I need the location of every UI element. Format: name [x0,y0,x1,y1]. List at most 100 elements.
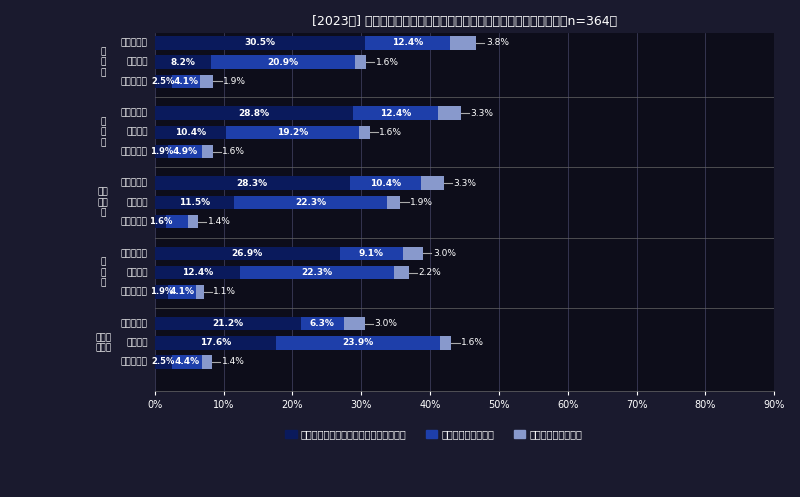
Text: 向上／増加: 向上／増加 [121,179,148,188]
Bar [154,75,172,88]
Text: 低下／減少: 低下／減少 [121,357,148,366]
Bar [154,266,240,279]
Text: 利
益
指: 利 益 指 [101,117,106,147]
Bar [365,36,450,50]
Text: 3.3%: 3.3% [454,179,477,188]
Text: 12.4%: 12.4% [392,38,423,47]
Text: 1.9%: 1.9% [410,198,433,207]
Bar [301,317,344,331]
Bar [154,285,168,299]
Bar [441,336,451,349]
Text: 低下／減少: 低下／減少 [121,147,148,156]
Text: 22.3%: 22.3% [295,198,326,207]
Bar [154,247,340,260]
Text: 10.4%: 10.4% [175,128,206,137]
Bar [202,145,213,159]
Bar [154,145,168,159]
Bar [168,285,196,299]
Text: 1.4%: 1.4% [222,357,244,366]
Text: 低下／減少: 低下／減少 [121,287,148,296]
Text: 向上／増加: 向上／増加 [121,319,148,328]
Text: 向上／増加: 向上／増加 [121,249,148,258]
Text: 3.3%: 3.3% [470,108,494,118]
Text: 10.4%: 10.4% [370,179,401,188]
Legend: カスタマーサクセスの効果を感じている, どちらとも言えない, 効果を感じていない: カスタマーサクセスの効果を感じている, どちらとも言えない, 効果を感じていない [281,425,586,443]
Text: 3.8%: 3.8% [486,38,509,47]
Text: 変化なし: 変化なし [126,58,148,67]
Bar [196,285,204,299]
Text: 9.1%: 9.1% [358,249,384,258]
Bar [402,247,423,260]
Bar [438,106,461,120]
Bar [355,55,366,69]
Text: 12.4%: 12.4% [182,268,213,277]
Text: 20.9%: 20.9% [267,58,298,67]
Text: 4.1%: 4.1% [170,287,194,296]
Bar [166,215,189,229]
Text: 1.6%: 1.6% [222,147,245,156]
Text: 1.6%: 1.6% [461,338,484,347]
Text: 1.1%: 1.1% [214,287,236,296]
Bar [200,75,214,88]
Bar [154,126,226,139]
Text: 変化なし: 変化なし [126,198,148,207]
Bar [154,36,365,50]
Bar [154,215,166,229]
Bar [154,336,276,349]
Bar [276,336,441,349]
Text: 1.6%: 1.6% [149,217,172,226]
Text: 低下／減少: 低下／減少 [121,217,148,226]
Bar [387,196,401,209]
Text: 26.9%: 26.9% [232,249,263,258]
Text: 22.3%: 22.3% [302,268,333,277]
Text: アップ
セル率: アップ セル率 [95,333,111,352]
Bar [353,106,438,120]
Text: 23.9%: 23.9% [342,338,374,347]
Text: 継
続
指: 継 続 指 [101,258,106,287]
Text: 28.3%: 28.3% [237,179,268,188]
Text: 1.6%: 1.6% [379,128,402,137]
Text: 21.2%: 21.2% [212,319,243,328]
Title: [2023年] 直近一年の業況指標変化：タッチモデルを採用していない（n=364）: [2023年] 直近一年の業況指標変化：タッチモデルを採用していない（n=364… [312,15,617,28]
Text: 1.9%: 1.9% [150,147,173,156]
Text: 3.0%: 3.0% [433,249,456,258]
Text: 3.0%: 3.0% [374,319,398,328]
Text: 11.5%: 11.5% [178,198,210,207]
Bar [350,176,421,190]
Text: 30.5%: 30.5% [244,38,275,47]
Bar [394,266,409,279]
Bar [172,355,202,369]
Text: 12.4%: 12.4% [380,108,411,118]
Text: 向上／増加: 向上／増加 [121,108,148,118]
Text: 1.6%: 1.6% [376,58,398,67]
Text: 低下／減少: 低下／減少 [121,77,148,86]
Bar [421,176,444,190]
Bar [189,215,198,229]
Bar [226,126,358,139]
Bar [154,55,211,69]
Text: 4.1%: 4.1% [174,77,198,86]
Text: 1.9%: 1.9% [223,77,246,86]
Text: 新規
契約
数: 新規 契約 数 [98,187,109,217]
Text: 1.4%: 1.4% [208,217,230,226]
Bar [202,355,212,369]
Bar [154,196,234,209]
Text: 2.5%: 2.5% [152,357,175,366]
Bar [154,355,172,369]
Text: 変化なし: 変化なし [126,338,148,347]
Bar [340,247,402,260]
Bar [154,317,301,331]
Bar [168,145,202,159]
Text: 8.2%: 8.2% [170,58,195,67]
Bar [211,55,355,69]
Text: 2.2%: 2.2% [418,268,441,277]
Text: 2.5%: 2.5% [152,77,175,86]
Text: 17.6%: 17.6% [200,338,231,347]
Text: 19.2%: 19.2% [277,128,308,137]
Bar [234,196,387,209]
Text: 1.9%: 1.9% [150,287,173,296]
Text: 4.9%: 4.9% [172,147,198,156]
Bar [344,317,365,331]
Bar [154,106,353,120]
Bar [450,36,476,50]
